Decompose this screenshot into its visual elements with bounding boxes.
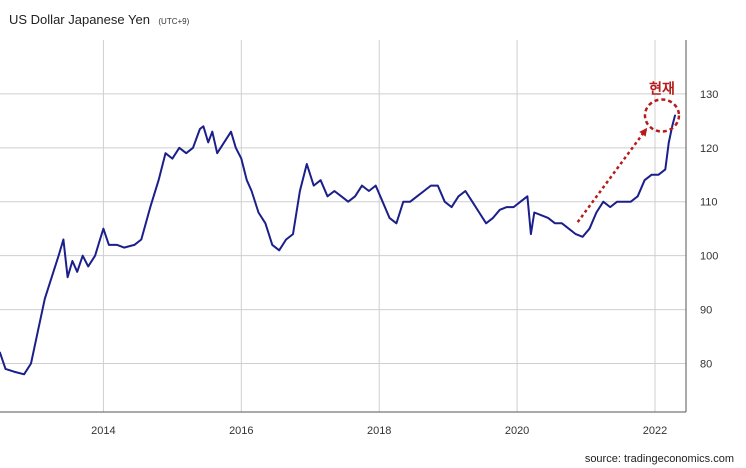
source-credit: source: tradingeconomics.com <box>585 453 734 465</box>
chart-title-main: US Dollar Japanese Yen <box>9 12 150 27</box>
x-tick-label: 2020 <box>505 425 529 437</box>
y-tick-label: 100 <box>700 251 718 263</box>
y-tick-label: 130 <box>700 89 718 101</box>
x-tick-label: 2018 <box>367 425 391 437</box>
series-layer <box>0 114 676 376</box>
grid <box>0 40 686 412</box>
axes <box>0 40 687 413</box>
x-tick-labels: 2014 2016 2018 2020 2022 <box>91 425 667 437</box>
annotation-arrow <box>576 127 648 223</box>
annotation-label: 현재 <box>649 80 675 96</box>
annotation: 현재 <box>576 80 681 223</box>
x-tick-label: 2016 <box>229 425 253 437</box>
series-line <box>0 114 676 376</box>
chart-title: US Dollar Japanese Yen (UTC+9) <box>9 11 190 28</box>
y-tick-labels: 80 90 100 110 120 130 <box>700 89 718 371</box>
y-tick-label: 120 <box>700 143 718 155</box>
chart-title-subtitle: (UTC+9) <box>158 17 189 26</box>
annotation-circle <box>643 98 681 133</box>
x-tick-label: 2022 <box>643 425 667 437</box>
y-tick-label: 80 <box>700 358 712 370</box>
y-tick-label: 90 <box>700 305 712 317</box>
x-tick-label: 2014 <box>91 425 115 437</box>
y-tick-label: 110 <box>700 197 718 209</box>
